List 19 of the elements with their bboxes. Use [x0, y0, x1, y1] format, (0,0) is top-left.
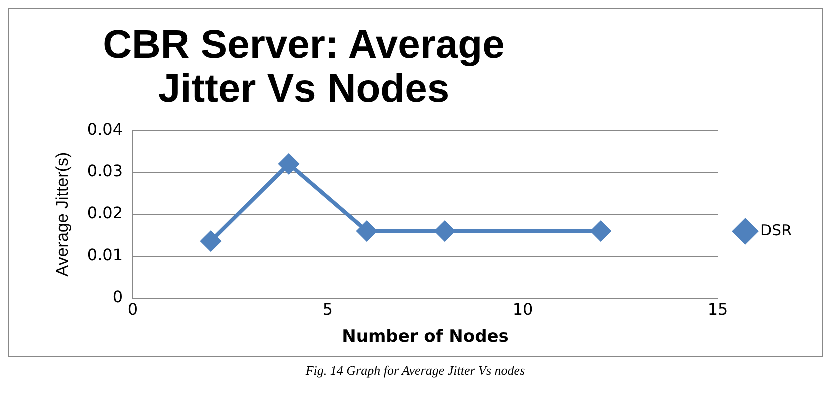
- y-tick-label: 0.04: [87, 120, 124, 139]
- y-tick-label: 0.01: [87, 246, 124, 265]
- y-tick-label: 0.02: [87, 204, 124, 223]
- x-tick-label: 15: [708, 300, 728, 320]
- point: [201, 231, 222, 252]
- x-axis-title: Number of Nodes: [342, 327, 509, 348]
- x-tick-label: 0: [128, 300, 138, 320]
- y-tick-label: 0: [112, 288, 124, 307]
- legend-label: DSR: [760, 221, 792, 240]
- x-tick-label: 10: [512, 300, 534, 320]
- point: [591, 221, 612, 242]
- caption: Fig. 14 Graph for Average Jitter Vs nodes: [304, 363, 526, 379]
- point: [279, 154, 300, 174]
- x-tick-label: 5: [322, 300, 334, 320]
- y-axis-title: Average Jitter(s): [52, 152, 72, 277]
- chart-title: CBR Server: Average Jitter Vs Nodes: [102, 22, 506, 111]
- point: [435, 221, 456, 242]
- point: [357, 221, 378, 242]
- y-tick-label: 0.03: [87, 162, 124, 181]
